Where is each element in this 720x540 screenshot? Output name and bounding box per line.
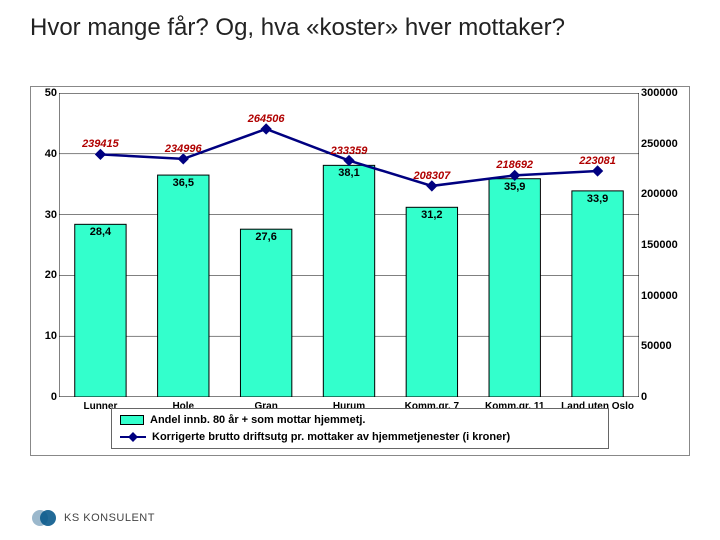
y1-tick-label: 30 — [35, 209, 57, 221]
line-value-label: 208307 — [413, 170, 450, 182]
y2-tick-label: 200000 — [641, 188, 685, 200]
y2-tick-label: 150000 — [641, 239, 685, 251]
y2-tick-label: 100000 — [641, 290, 685, 302]
chart-frame: 0 10 20 30 40 50 0 50000 100000 150000 200000 2500… — [30, 86, 690, 456]
legend: Andel innb. 80 år + som mottar hjemmetj.… — [111, 408, 609, 449]
y1-tick-label: 50 — [35, 87, 57, 99]
line-value-label: 264506 — [248, 113, 285, 125]
bar-value-label: 36,5 — [173, 177, 194, 189]
y2-tick-label: 250000 — [641, 138, 685, 150]
plot-area — [59, 93, 639, 397]
bar-value-label: 27,6 — [255, 231, 276, 243]
legend-bar-label: Andel innb. 80 år + som mottar hjemmetj. — [150, 412, 365, 429]
y1-tick-label: 0 — [35, 391, 57, 403]
line-value-label: 218692 — [496, 159, 533, 171]
chart-svg — [59, 93, 639, 397]
y1-tick-label: 20 — [35, 269, 57, 281]
legend-line-label: Korrigerte brutto driftsutg pr. mottaker… — [152, 429, 510, 446]
logo: KS KONSULENT — [30, 508, 155, 528]
legend-line: Korrigerte brutto driftsutg pr. mottaker… — [120, 429, 600, 446]
y2-tick-label: 0 — [641, 391, 685, 403]
bar-value-label: 33,9 — [587, 193, 608, 205]
line-value-label: 239415 — [82, 138, 119, 150]
logo-icon — [30, 508, 58, 528]
logo-text: KS KONSULENT — [64, 512, 155, 524]
page-title: Hvor mange får? Og, hva «koster» hver mo… — [0, 0, 720, 51]
bar-value-label: 28,4 — [90, 226, 111, 238]
bar-value-label: 38,1 — [338, 167, 359, 179]
y1-tick-label: 40 — [35, 148, 57, 160]
line-swatch — [120, 432, 146, 442]
y2-tick-label: 300000 — [641, 87, 685, 99]
line-value-label: 223081 — [579, 155, 616, 167]
y2-tick-label: 50000 — [641, 340, 685, 352]
bar-value-label: 31,2 — [421, 209, 442, 221]
line-value-label: 233359 — [331, 145, 368, 157]
legend-bar: Andel innb. 80 år + som mottar hjemmetj. — [120, 412, 600, 429]
line-value-label: 234996 — [165, 143, 202, 155]
y1-tick-label: 10 — [35, 330, 57, 342]
bar-swatch — [120, 415, 144, 425]
bar-value-label: 35,9 — [504, 181, 525, 193]
